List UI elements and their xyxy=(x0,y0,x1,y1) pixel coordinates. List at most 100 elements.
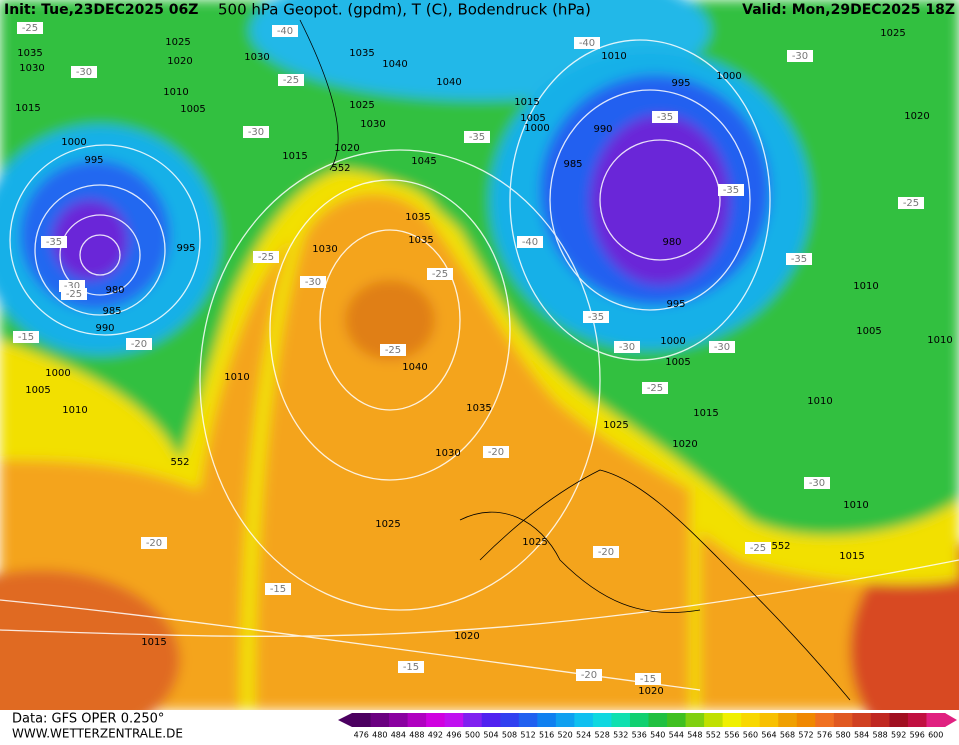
scale-label: 584 xyxy=(854,731,869,740)
isobar-label: 1025 xyxy=(165,37,190,48)
isobar-label: 1030 xyxy=(435,448,460,459)
scale-label: 484 xyxy=(391,731,406,740)
scale-swatch xyxy=(852,713,872,727)
scale-swatch xyxy=(741,713,761,727)
scale-swatch xyxy=(463,713,483,727)
temperature-label: -30 xyxy=(792,51,808,62)
scale-swatch xyxy=(426,713,446,727)
scale-swatch xyxy=(907,713,927,727)
scale-swatch xyxy=(815,713,835,727)
temperature-label-box xyxy=(804,477,830,489)
temperature-label-box xyxy=(464,131,490,143)
isobar-label: 1010 xyxy=(62,405,87,416)
scale-label: 496 xyxy=(446,731,461,740)
temperature-label-box xyxy=(614,341,640,353)
temperature-label-box xyxy=(243,126,269,138)
temperature-label: -25 xyxy=(750,543,766,554)
scale-swatch xyxy=(796,713,816,727)
isobar-label: 1040 xyxy=(436,77,461,88)
isobar-label: 1000 xyxy=(716,71,741,82)
isobar-label: 980 xyxy=(105,285,124,296)
isobar-label: 1020 xyxy=(167,56,192,67)
isobar-label: 1000 xyxy=(61,137,86,148)
isobar-label: 1020 xyxy=(638,686,663,697)
isobar-label: 980 xyxy=(662,237,681,248)
height-label: 552 xyxy=(771,541,790,552)
scale-swatch xyxy=(778,713,798,727)
temperature-label: -25 xyxy=(385,345,401,356)
temperature-label-box xyxy=(17,22,43,34)
scale-label: 480 xyxy=(372,731,387,740)
temperature-label-box xyxy=(574,37,600,49)
scale-swatch xyxy=(685,713,705,727)
isobar-label: 1025 xyxy=(880,28,905,39)
scale-swatch xyxy=(629,713,649,727)
scale-swatch xyxy=(926,713,946,727)
scale-label: 544 xyxy=(669,731,684,740)
temperature-label: -35 xyxy=(469,132,485,143)
temperature-label-box xyxy=(898,197,924,209)
temperature-label-box xyxy=(709,341,735,353)
isobar-label: 985 xyxy=(563,159,582,170)
isobar-label: 1005 xyxy=(520,113,545,124)
isobar-label: 990 xyxy=(95,323,114,334)
isobar-label: 1035 xyxy=(17,48,42,59)
temperature-label-box xyxy=(265,583,291,595)
isobar-label: 1015 xyxy=(693,408,718,419)
site: WWW.WETTERZENTRALE.DE xyxy=(12,727,183,741)
temperature-label: -15 xyxy=(270,584,286,595)
temperature-label-box xyxy=(253,251,279,263)
temperature-label-box xyxy=(398,661,424,673)
isobar-label: 1020 xyxy=(454,631,479,642)
data-source: Data: GFS OPER 0.250° xyxy=(12,712,164,727)
temperature-label: -20 xyxy=(581,670,597,681)
init-time: Init: Tue,23DEC2025 06Z xyxy=(4,2,198,18)
map-title: 500 hPa Geopot. (gpdm), T (C), Bodendruc… xyxy=(218,1,591,19)
temperature-label-box xyxy=(13,331,39,343)
temperature-label: -30 xyxy=(714,342,730,353)
temperature-label: -15 xyxy=(403,662,419,673)
temperature-label-box xyxy=(642,382,668,394)
temperature-label: -40 xyxy=(277,26,293,37)
scale-swatch xyxy=(722,713,742,727)
temperature-label: -30 xyxy=(619,342,635,353)
scale-label: 548 xyxy=(687,731,702,740)
scale-label: 580 xyxy=(835,731,850,740)
isobar-label: 1020 xyxy=(334,143,359,154)
scale-swatch xyxy=(648,713,668,727)
isobar-label: 1045 xyxy=(411,156,436,167)
coastlines xyxy=(299,19,851,701)
scale-swatch xyxy=(370,713,390,727)
scale-label: 508 xyxy=(502,731,517,740)
scale-swatch xyxy=(870,713,890,727)
scale-swatch xyxy=(611,713,631,727)
isobar-label: 1030 xyxy=(360,119,385,130)
scale-swatch xyxy=(352,713,372,727)
isobar-label: 1000 xyxy=(524,123,549,134)
isobar-label: 1020 xyxy=(904,111,929,122)
isobar-label: 995 xyxy=(671,78,690,89)
isobar-label: 1025 xyxy=(375,519,400,530)
temperature-label-box xyxy=(576,669,602,681)
scale-label: 568 xyxy=(780,731,795,740)
isobar-label: 985 xyxy=(102,306,121,317)
scale-arrow-left xyxy=(338,713,352,727)
scale-swatch xyxy=(833,713,853,727)
temperature-label: -20 xyxy=(598,547,614,558)
scale-label: 520 xyxy=(557,731,572,740)
isobar-label: 1005 xyxy=(180,104,205,115)
temperature-label: -30 xyxy=(809,478,825,489)
scale-swatch xyxy=(592,713,612,727)
isobar-label: 995 xyxy=(84,155,103,166)
scale-swatch xyxy=(574,713,594,727)
isobar-label: 1010 xyxy=(807,396,832,407)
isobar-label: 1035 xyxy=(349,48,374,59)
scale-label: 532 xyxy=(613,731,628,740)
temperature-label-box xyxy=(71,66,97,78)
temperature-label: -30 xyxy=(305,277,321,288)
temperature-label-box xyxy=(300,276,326,288)
isobar-label: 1005 xyxy=(665,357,690,368)
temperature-label: -25 xyxy=(258,252,274,263)
temperature-label: -30 xyxy=(64,281,80,292)
